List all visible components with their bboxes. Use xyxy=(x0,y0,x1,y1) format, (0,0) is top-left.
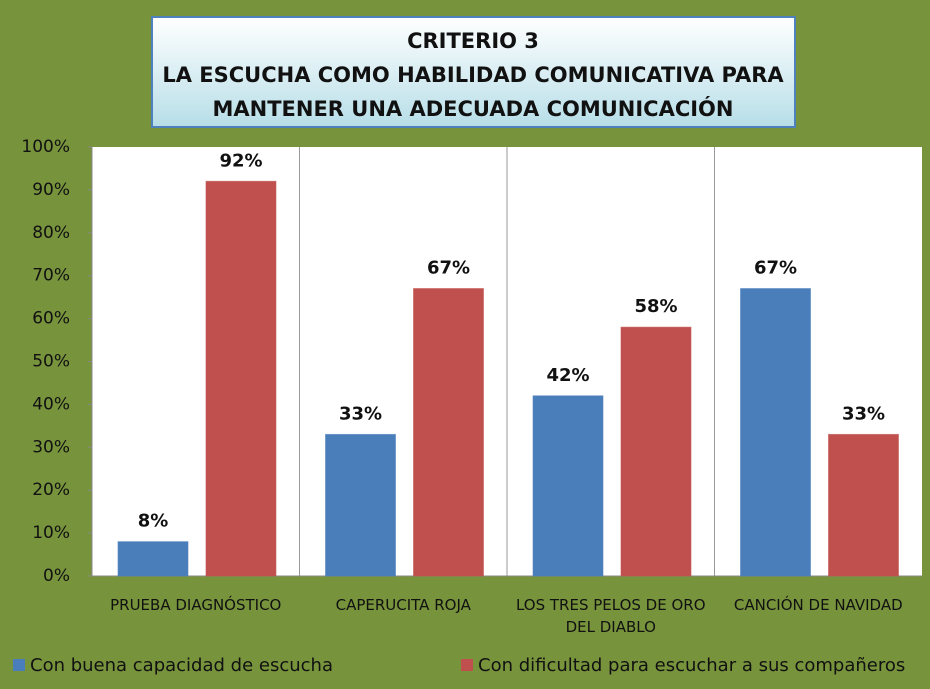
x-tick-label: PRUEBA DIAGNÓSTICO xyxy=(110,596,282,614)
x-tick-label: CAPERUCITA ROJA xyxy=(335,596,471,614)
y-tick-label: 30% xyxy=(32,437,70,457)
data-label: 42% xyxy=(546,365,589,386)
title-box xyxy=(151,16,796,128)
bar xyxy=(740,288,811,577)
bar xyxy=(205,180,277,577)
chart-title: MANTENER UNA ADECUADA COMUNICACIÓN xyxy=(212,96,733,121)
chart-title: CRITERIO 3 xyxy=(407,29,539,53)
data-label: 67% xyxy=(754,258,797,279)
y-tick-label: 100% xyxy=(21,137,70,157)
bar xyxy=(117,541,189,577)
bar xyxy=(532,395,604,577)
data-label: 58% xyxy=(634,296,677,317)
legend-label: Con dificultad para escuchar a sus compa… xyxy=(478,655,905,676)
data-label: 92% xyxy=(219,150,262,171)
y-tick-label: 60% xyxy=(32,309,70,329)
chart-title: LA ESCUCHA COMO HABILIDAD COMUNICATIVA P… xyxy=(162,63,784,87)
y-tick-label: 80% xyxy=(32,223,70,243)
data-label: 67% xyxy=(427,258,470,279)
data-label: 8% xyxy=(138,511,169,532)
bar xyxy=(413,288,484,577)
y-tick-label: 90% xyxy=(32,180,70,200)
x-tick-label: CANCIÓN DE NAVIDAD xyxy=(733,596,903,614)
data-label: 33% xyxy=(339,403,382,424)
bar xyxy=(325,433,396,577)
y-tick-label: 70% xyxy=(32,266,70,286)
legend-label: Con buena capacidad de escucha xyxy=(30,655,333,676)
data-label: 33% xyxy=(842,403,885,424)
y-tick-label: 20% xyxy=(32,480,70,500)
y-tick-label: 50% xyxy=(32,352,70,372)
x-tick-label: LOS TRES PELOS DE ORO DEL DIABLO xyxy=(515,596,706,636)
y-tick-label: 10% xyxy=(32,523,70,543)
y-tick-label: 0% xyxy=(43,566,70,586)
legend-swatch xyxy=(461,659,473,671)
legend-swatch xyxy=(13,659,25,671)
bar xyxy=(620,326,692,577)
y-tick-label: 40% xyxy=(32,394,70,414)
bar xyxy=(828,433,899,577)
